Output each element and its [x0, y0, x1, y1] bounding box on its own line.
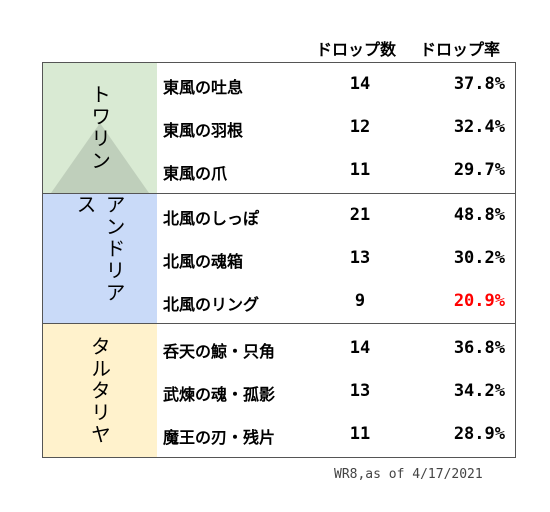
group-label-cell: アンドリアス — [43, 194, 157, 323]
item-count: 11 — [349, 424, 371, 444]
item-name: 東風の爪 — [163, 164, 228, 183]
item-count: 9 — [354, 291, 366, 311]
item-name: 北風のしっぽ — [163, 209, 260, 228]
table-row: 北風のリング 9 20.9% — [157, 280, 515, 323]
item-rate: 36.8% — [453, 338, 505, 358]
item-name: 北風の魂箱 — [163, 252, 244, 271]
table-row: 北風の魂箱 13 30.2% — [157, 237, 515, 280]
group-label: タルタリヤ — [87, 335, 112, 446]
item-count: 13 — [349, 381, 371, 401]
table-row: 魔王の刃・残片 11 28.9% — [157, 413, 515, 456]
mountain-decoration — [51, 123, 149, 193]
item-name: 東風の吐息 — [163, 78, 244, 97]
drop-table: トワリン 東風の吐息 14 37.8% 東風の羽根 12 32.4% 東風の爪 … — [42, 62, 516, 458]
item-count: 13 — [349, 248, 371, 268]
drop-count-header: ドロップ数 — [316, 40, 397, 59]
item-count: 11 — [349, 160, 371, 180]
item-count: 12 — [349, 117, 371, 137]
item-rate: 48.8% — [453, 205, 505, 225]
group-andrius: アンドリアス 北風のしっぽ 21 48.8% 北風の魂箱 13 30.2% 北風… — [43, 194, 515, 324]
drop-rate-header: ドロップ率 — [420, 40, 501, 59]
group-dvalin: トワリン 東風の吐息 14 37.8% 東風の羽根 12 32.4% 東風の爪 … — [43, 63, 515, 194]
item-rate-highlighted: 20.9% — [453, 291, 505, 311]
item-rate: 34.2% — [453, 381, 505, 401]
item-name: 呑天の鯨・只角 — [163, 342, 276, 361]
table-row: 東風の吐息 14 37.8% — [157, 63, 515, 106]
group-label: トワリン — [87, 84, 112, 172]
item-rate: 28.9% — [453, 424, 505, 444]
table-row: 東風の羽根 12 32.4% — [157, 106, 515, 149]
item-count: 21 — [349, 205, 371, 225]
item-rate: 30.2% — [453, 248, 505, 268]
table-row: 呑天の鯨・只角 14 36.8% — [157, 327, 515, 370]
item-name: 北風のリング — [163, 295, 260, 314]
group-tartaglia: タルタリヤ 呑天の鯨・只角 14 36.8% 武煉の魂・孤影 13 34.2% … — [43, 324, 515, 457]
item-rate: 32.4% — [453, 117, 505, 137]
item-name: 魔王の刃・残片 — [163, 428, 276, 447]
item-name: 武煉の魂・孤影 — [163, 385, 276, 404]
table-row: 東風の爪 11 29.7% — [157, 149, 515, 192]
group-label-cell: トワリン — [43, 63, 157, 193]
group-label-cell: タルタリヤ — [43, 324, 157, 457]
table-row: 武煉の魂・孤影 13 34.2% — [157, 370, 515, 413]
table-row: 北風のしっぽ 21 48.8% — [157, 194, 515, 237]
footnote: WR8,as of 4/17/2021 — [334, 467, 483, 482]
item-name: 東風の羽根 — [163, 121, 244, 140]
item-rate: 37.8% — [453, 74, 505, 94]
item-count: 14 — [349, 338, 371, 358]
item-rate: 29.7% — [453, 160, 505, 180]
group-label: アンドリアス — [73, 194, 126, 304]
item-count: 14 — [349, 74, 371, 94]
